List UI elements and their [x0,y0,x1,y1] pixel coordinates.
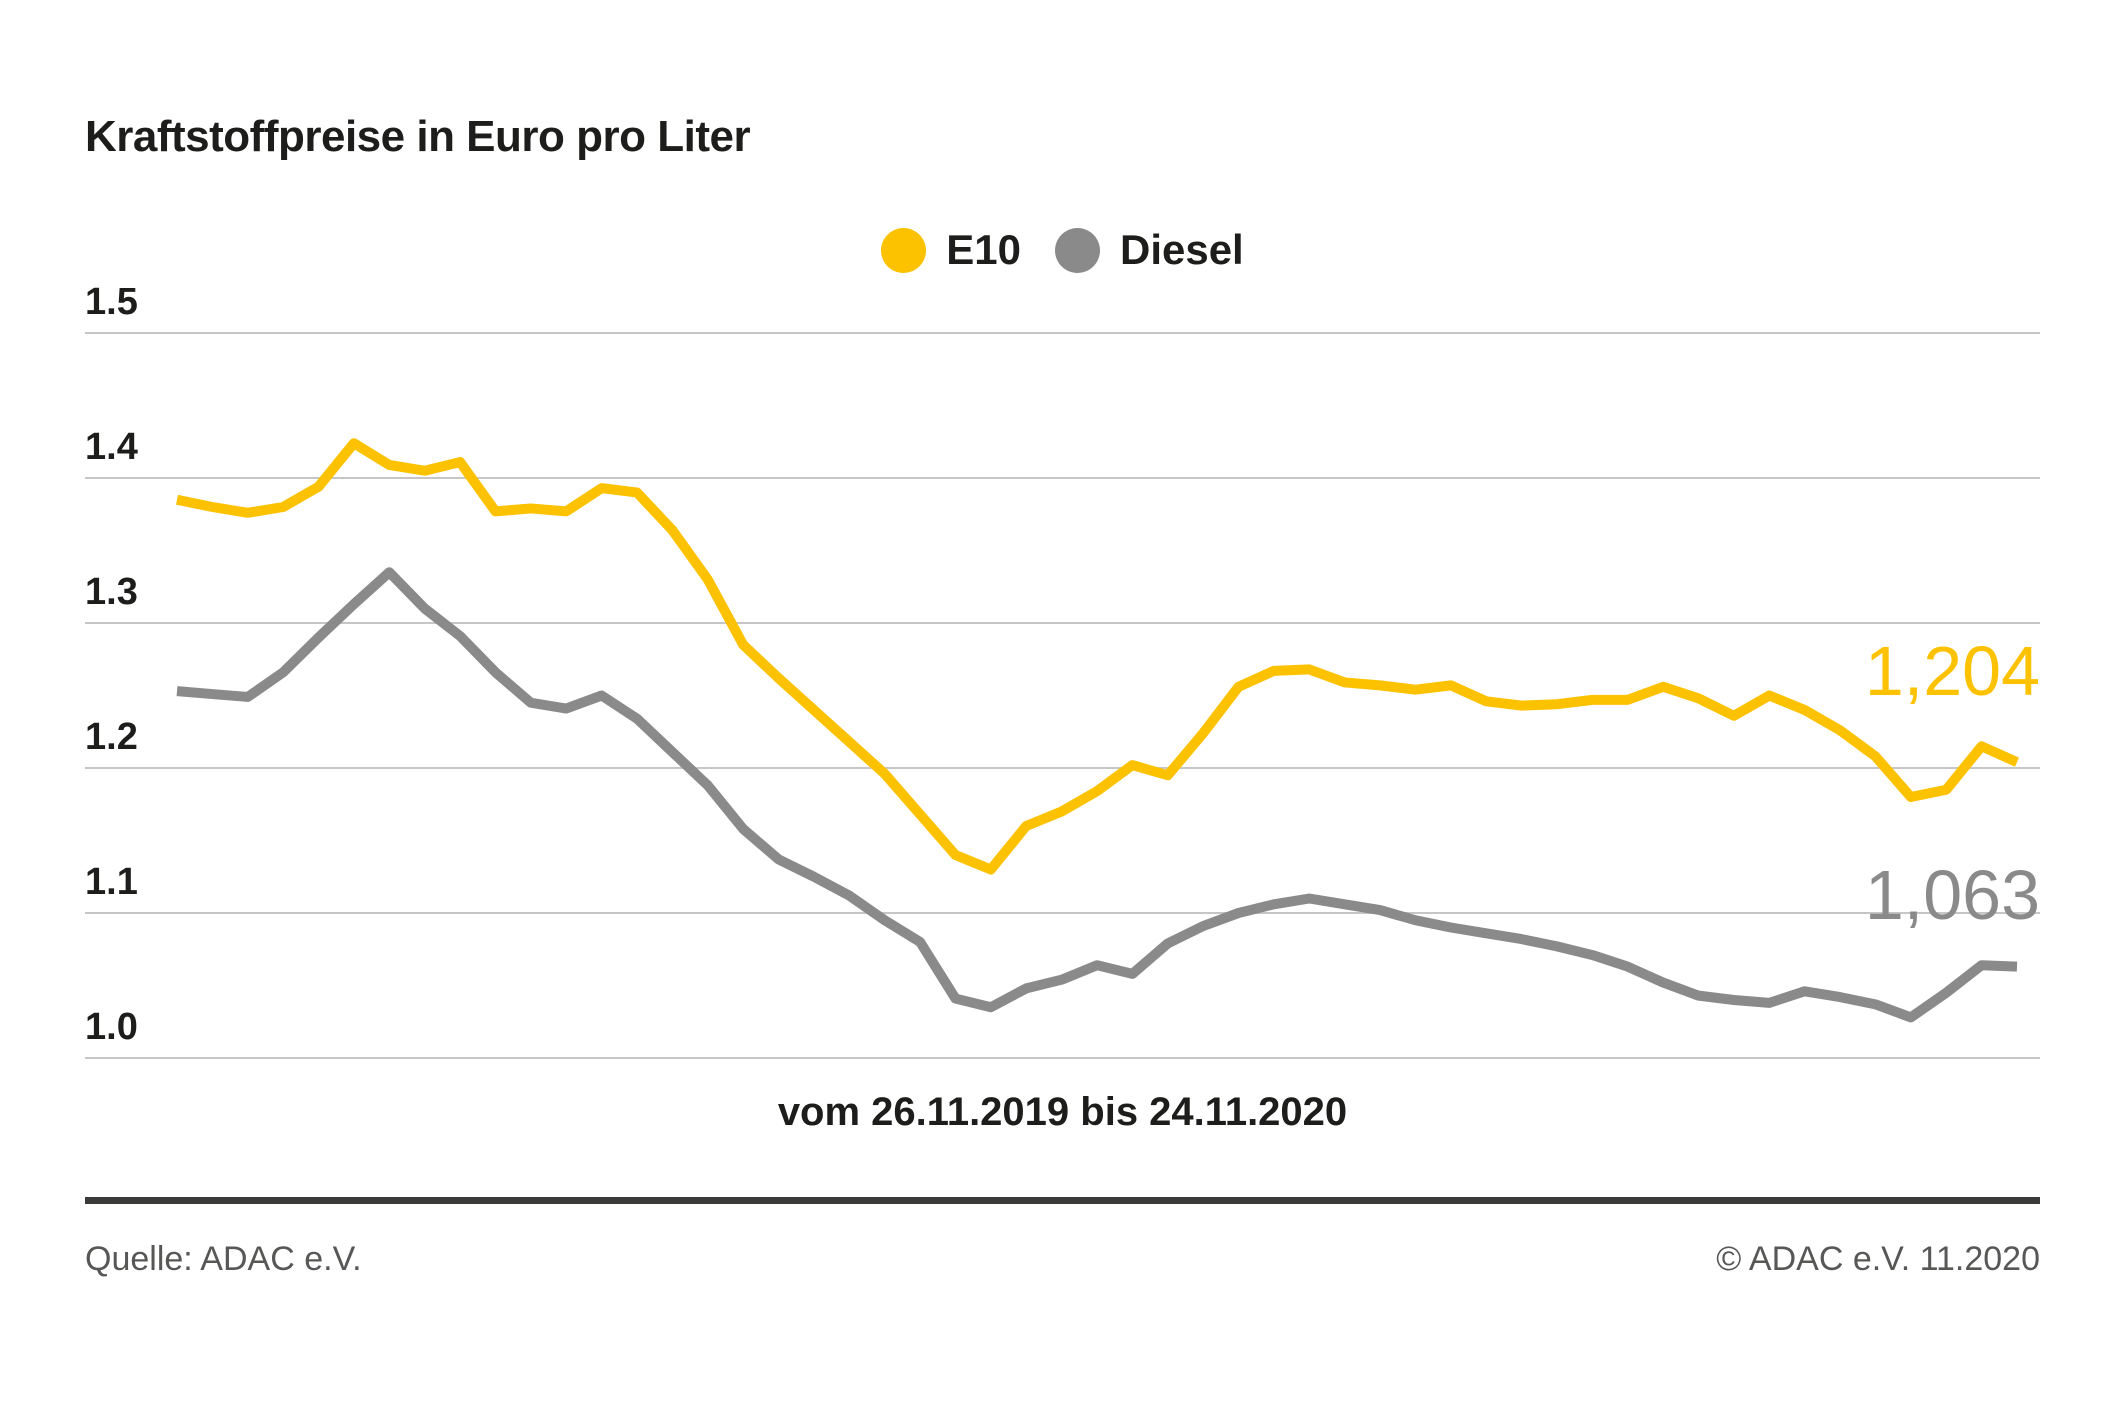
diesel-end-value-label: 1,063 [1864,855,2040,934]
copyright-text: © ADAC e.V. 11.2020 [1716,1240,2040,1278]
y-tick-label: 1.0 [85,1006,138,1048]
legend-item-e10: E10 [881,226,1021,274]
source-text: Quelle: ADAC e.V. [85,1240,362,1278]
y-tick-label: 1.2 [85,716,138,758]
e10-series-dot-icon [881,227,927,273]
y-tick-label: 1.5 [85,281,138,323]
e10-end-value-label: 1,204 [1864,632,2040,711]
y-tick-label: 1.3 [85,571,138,613]
chart-legend: E10 Diesel [85,222,2040,278]
legend-label-e10: E10 [946,226,1021,273]
y-tick-label: 1.1 [85,861,138,903]
diesel-price-line [176,567,2018,1023]
legend-label-diesel: Diesel [1119,226,1244,273]
footer-divider [85,1197,2040,1204]
diesel-series-dot-icon [1054,227,1100,273]
chart-title: Kraftstoffpreise in Euro pro Liter [85,112,751,161]
legend-item-diesel: Diesel [1054,226,1244,274]
e10-price-line [175,438,2020,875]
y-tick-label: 1.4 [85,426,138,468]
x-axis-range-caption: vom 26.11.2019 bis 24.11.2020 [777,1090,1348,1134]
